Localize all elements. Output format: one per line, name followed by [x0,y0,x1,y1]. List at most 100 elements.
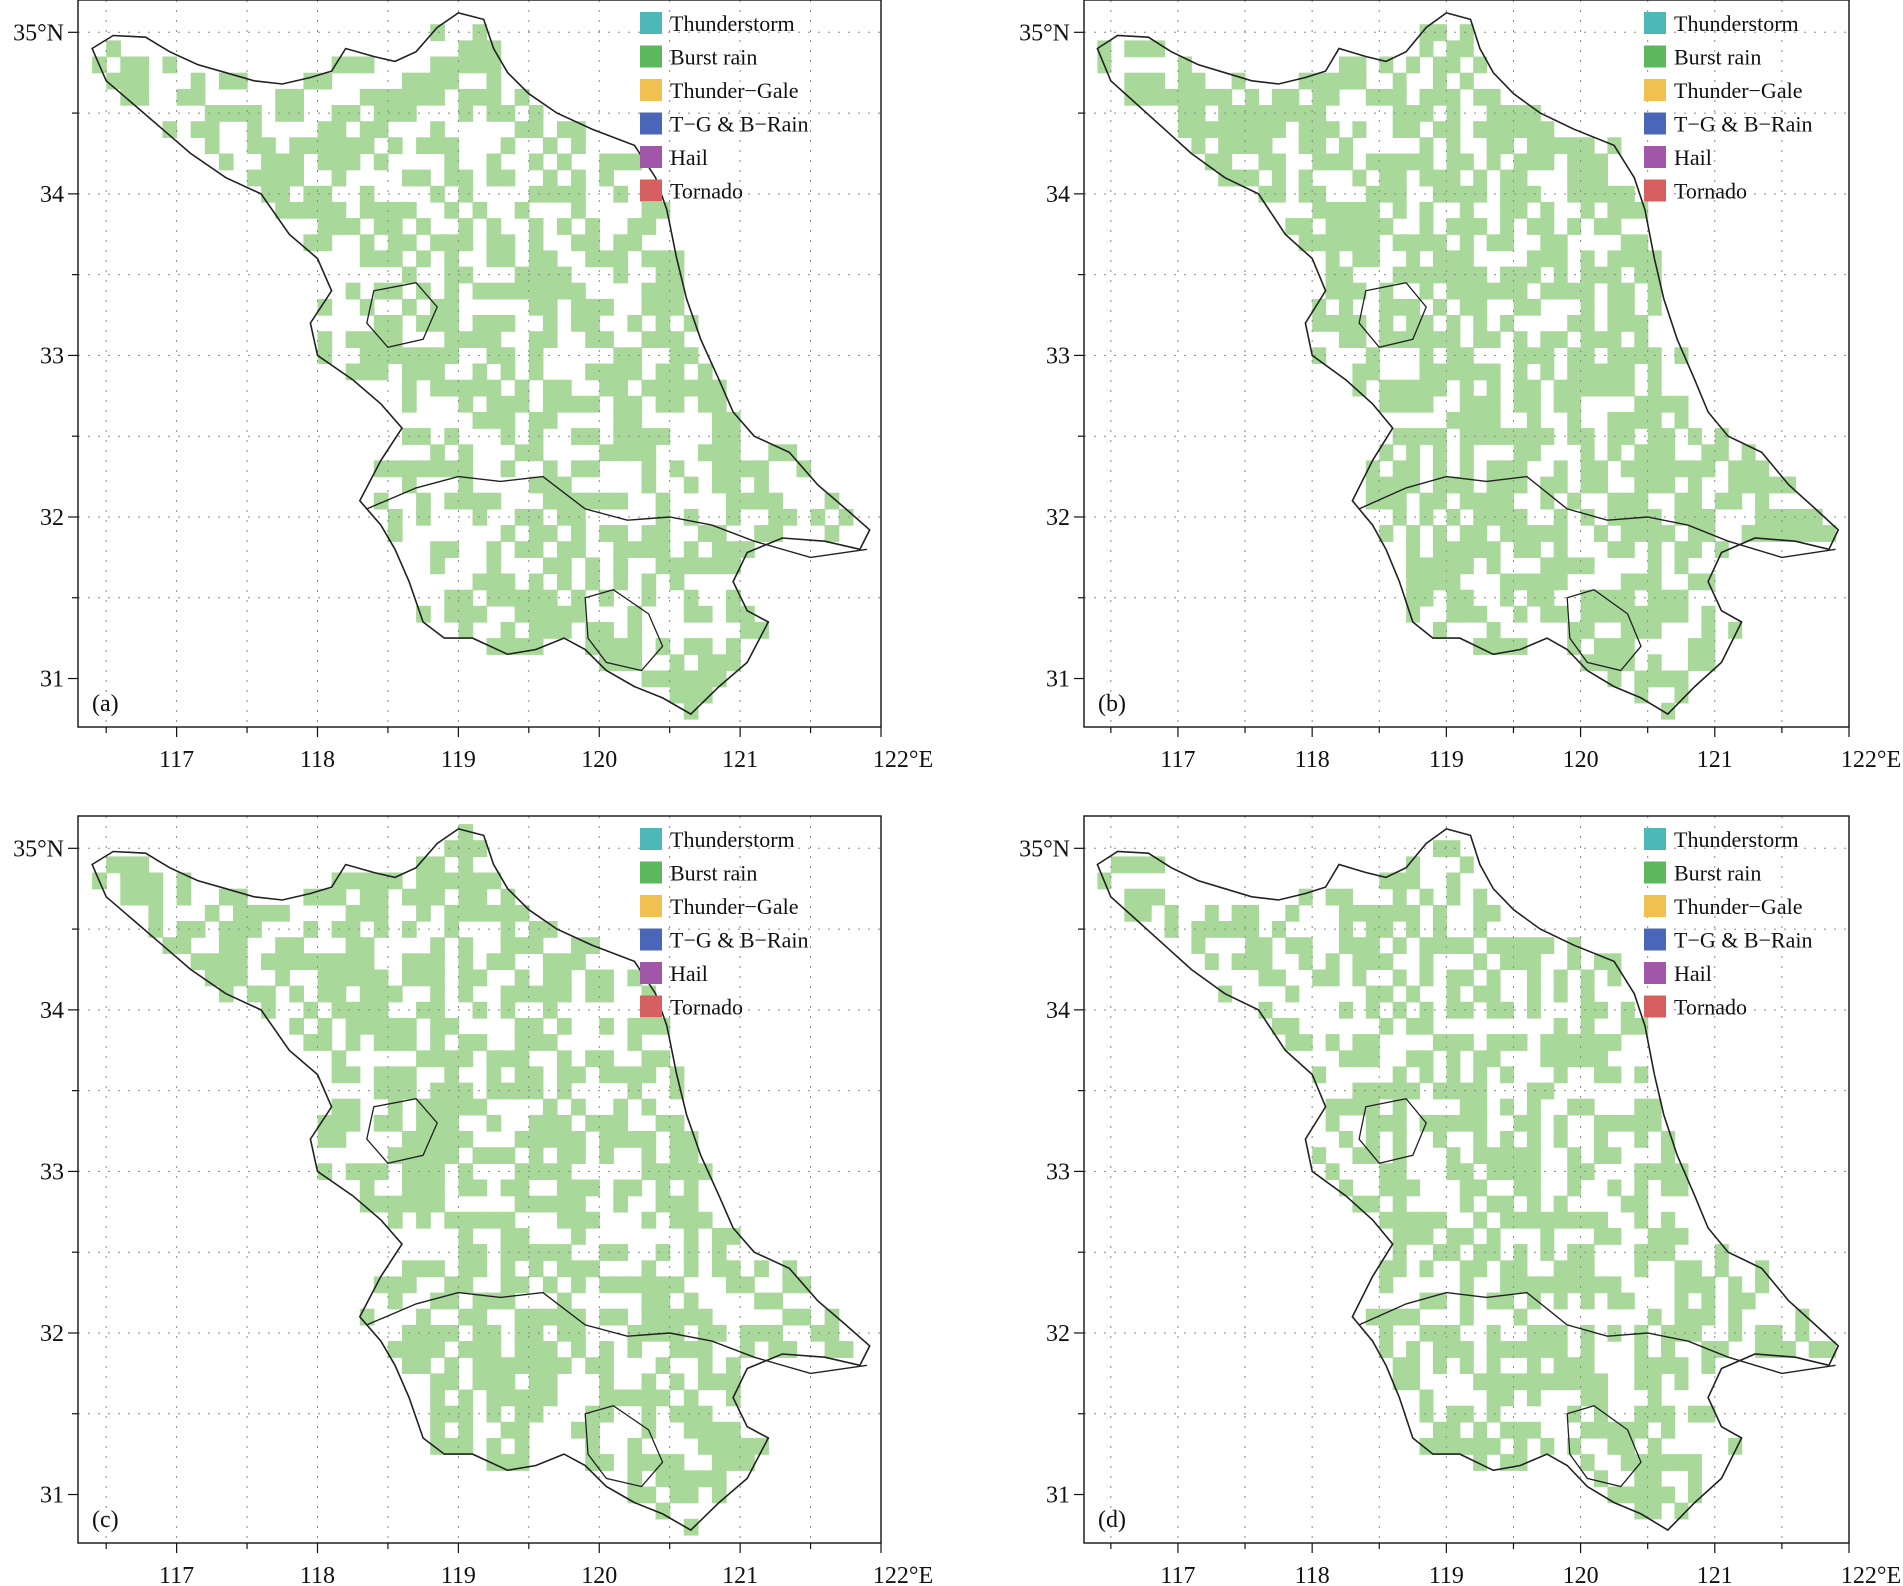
grid-cell [782,1276,798,1294]
grid-cell [1500,315,1515,332]
grid-cell [1540,937,1555,954]
grid-cell [571,605,586,623]
grid-cell [458,331,474,348]
grid-cell [1513,169,1528,187]
grid-cell [726,1421,741,1439]
grid-cell [514,1034,530,1051]
grid-cell [1339,1179,1353,1197]
legend-label: Thunder−Gale [1674,894,1802,919]
graticule [78,816,881,1543]
grid-cell [1432,557,1447,575]
grid-cell [1379,985,1394,1003]
grid-cell [1406,921,1421,938]
grid-cell [1191,937,1206,954]
grid-cell [542,169,558,187]
grid-cell [1365,1131,1380,1148]
grid-cell [697,444,713,462]
grid-cell [1580,460,1595,478]
grid-cell [359,331,375,348]
grid-cell [1352,953,1367,971]
grid-cell [1486,1438,1501,1455]
legend-swatch [1644,895,1666,917]
grid-cell [1674,1357,1689,1374]
grid-cell [655,315,671,332]
grid-cell [1567,1098,1582,1116]
grid-cell [683,1486,699,1504]
grid-cell [1674,1373,1689,1391]
grid-cell [514,1421,530,1439]
grid-cell [627,428,643,445]
grid-cell [387,508,403,526]
hongze-lake [1358,281,1427,349]
grid-cell [1701,1308,1716,1326]
grid-cell [1406,428,1421,445]
grid-cell [1580,266,1595,284]
grid-cell [1459,476,1474,494]
grid-cell [458,1211,474,1229]
grid-cell [1808,525,1823,542]
grid-cell [1459,856,1474,874]
grid-cell [571,525,586,542]
grid-cell [1446,1405,1461,1423]
grid-cell [458,1082,474,1100]
grid-cell [557,1211,572,1229]
grid-cell [1674,589,1689,607]
grid-cell [1392,201,1407,219]
grid-cell [387,234,403,252]
grid-cell [1661,1211,1676,1229]
grid-cell [627,1034,643,1051]
grid-cell [444,72,459,90]
lon-tick-label: 119 [441,747,476,773]
grid-cell [683,1147,699,1164]
grid-cell [669,1195,685,1213]
grid-cell [1392,72,1407,90]
lon-tick-label: 120 [1563,1563,1599,1586]
grid-cell [190,121,206,138]
grid-cell [1540,1324,1555,1342]
grid-cell [528,541,544,558]
grid-cell [514,904,530,922]
grid-cell [1285,985,1300,1003]
grid-cell [402,1260,417,1278]
lat-tick-label: 34 [40,182,64,208]
grid-cell [486,105,502,122]
grid-cell [1446,121,1461,138]
grid-cell [486,379,502,397]
grid-cell [1634,201,1649,219]
grid-cell [486,1389,502,1407]
legend-label: Tornado [1674,995,1747,1020]
grid-cell [669,1470,685,1488]
grid-cell [1553,1260,1568,1278]
grid-cell [1392,1082,1407,1100]
graticule [78,0,881,727]
grid-cell [430,379,445,397]
grid-cell [528,1131,544,1148]
grid-cell [655,395,671,413]
grid-cell [1540,1050,1555,1068]
grid-cell [1486,282,1501,300]
grid-cell [218,969,234,987]
grid-cell [1406,315,1421,332]
grid-cell [669,1308,685,1326]
grid-cell [1365,1034,1380,1051]
grid-cell [1473,1438,1488,1455]
grid-cell [1500,1341,1515,1358]
grid-cell [444,56,459,74]
grid-cell [1406,1357,1421,1374]
grid-cell [1446,105,1461,122]
grid-cell [486,1438,502,1455]
grid-cell [1513,1308,1528,1326]
grid-cell [458,218,474,235]
grid-cell [669,1373,685,1391]
grid-cell [416,347,431,365]
grid-cell [1567,169,1582,187]
legend-label: Tornado [670,995,743,1020]
grid-cell [317,153,333,171]
grid-cell [1540,589,1555,607]
grid-cell [585,1114,600,1132]
grid-cell [1647,1308,1662,1326]
grid-cell [1661,525,1676,542]
grid-cell [1540,137,1555,155]
grid-cell [585,395,600,413]
grid-cell [1526,250,1541,268]
